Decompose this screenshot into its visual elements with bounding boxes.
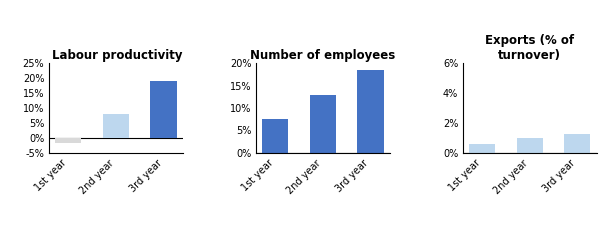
Bar	[469, 144, 495, 153]
Bar	[517, 138, 543, 153]
Bar	[151, 81, 177, 138]
Bar	[565, 133, 590, 153]
Bar	[55, 138, 81, 142]
Title: Number of employees: Number of employees	[250, 49, 395, 62]
Bar	[310, 94, 336, 153]
Bar	[262, 119, 288, 153]
Title: Exports (% of
turnover): Exports (% of turnover)	[485, 34, 574, 62]
Bar	[357, 70, 384, 153]
Bar	[103, 114, 129, 138]
Text: Labour productivity: Labour productivity	[52, 49, 183, 62]
